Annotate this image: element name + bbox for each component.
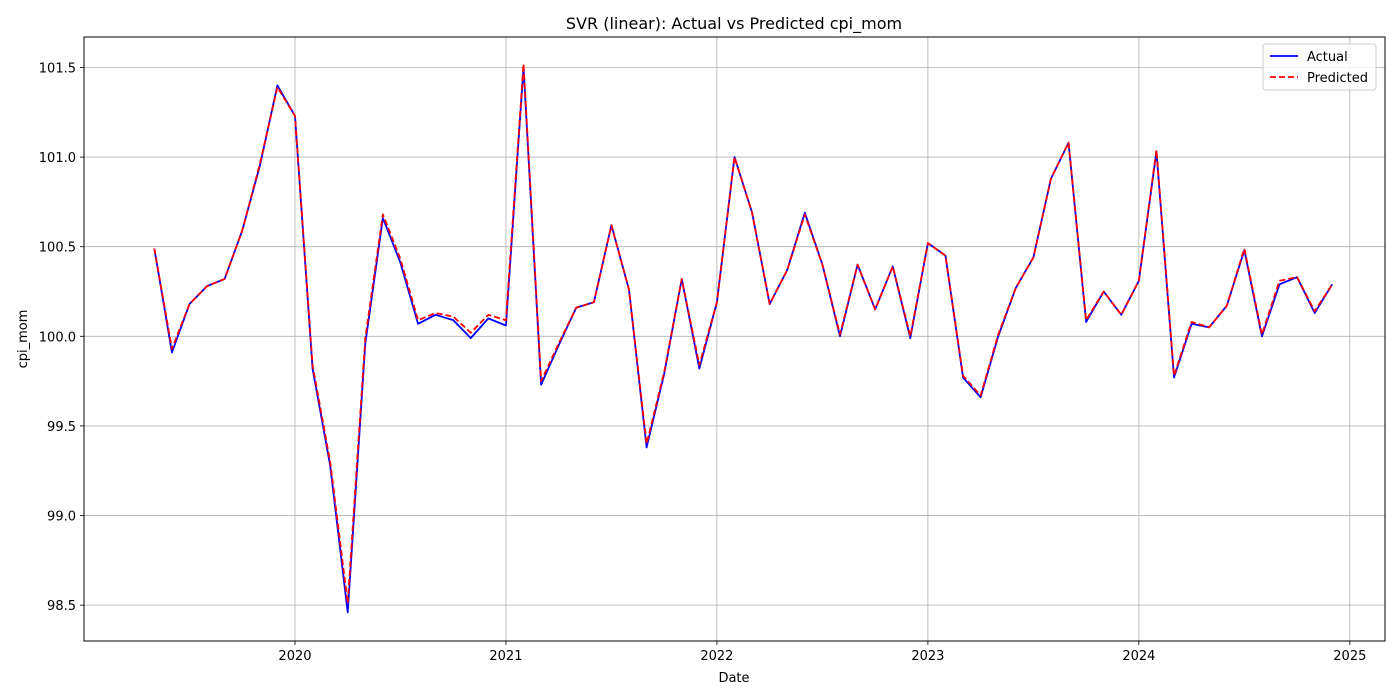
grid xyxy=(84,37,1385,641)
x-tick-label: 2022 xyxy=(700,649,733,664)
legend: Actual Predicted xyxy=(1262,43,1377,91)
y-tick-label: 98.5 xyxy=(47,599,76,614)
y-tick-label: 100.0 xyxy=(39,330,76,345)
plot-frame xyxy=(83,36,1386,642)
y-tick-label: 100.5 xyxy=(39,241,76,256)
x-tick-label: 2023 xyxy=(911,649,944,664)
y-tick-label: 101.5 xyxy=(39,61,76,76)
y-axis-label: cpi_mom xyxy=(16,310,31,369)
x-tick-label: 2021 xyxy=(489,649,522,664)
x-tick-label: 2025 xyxy=(1333,649,1366,664)
series-group xyxy=(153,62,1334,614)
x-axis-label: Date xyxy=(718,671,749,686)
chart-title: SVR (linear): Actual vs Predicted cpi_mo… xyxy=(566,14,902,34)
x-tick-label: 2020 xyxy=(278,649,311,664)
series-line-predicted xyxy=(153,62,1334,605)
x-tick-label: 2024 xyxy=(1122,649,1155,664)
y-tick-label: 99.0 xyxy=(47,510,76,525)
legend-label-actual: Actual xyxy=(1307,50,1348,65)
y-tick-label: 99.5 xyxy=(47,420,76,435)
ticks: 2020 2021 2022 2023 2024 2025 98.5 99.0 99.5 100.… xyxy=(39,61,1367,664)
legend-label-predicted: Predicted xyxy=(1307,71,1368,86)
y-tick-label: 101.0 xyxy=(39,151,76,166)
